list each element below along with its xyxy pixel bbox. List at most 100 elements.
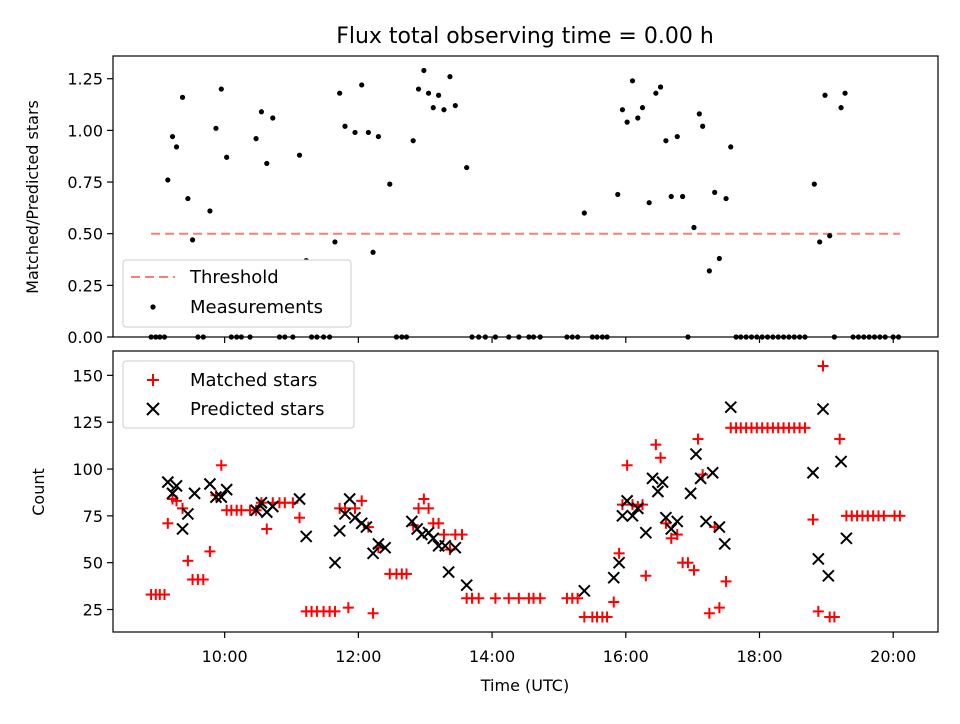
predicted-star-point	[439, 539, 452, 553]
matched-star-point	[650, 439, 662, 451]
matched-star-point	[197, 574, 209, 586]
matched-star-point	[812, 605, 824, 617]
matched-star-point	[626, 499, 638, 511]
count-y-tick-label: 150	[72, 366, 103, 385]
predicted-star-point	[161, 475, 175, 489]
measurement-point	[352, 129, 358, 136]
matched-star-point	[613, 547, 625, 559]
measurement-point	[604, 334, 610, 340]
predicted-star-point	[442, 565, 455, 579]
predicted-star-point	[300, 530, 313, 543]
measurement-point	[337, 90, 343, 96]
measurement-point	[680, 193, 686, 200]
matched-star-point	[413, 502, 425, 514]
predicted-star-point	[689, 447, 703, 461]
measurement-point	[218, 86, 224, 92]
legend-matched-label: Matched stars	[190, 370, 317, 391]
measurement-point	[482, 334, 488, 340]
matched-star-point	[621, 459, 633, 471]
chart-title: Flux total observing time = 0.00 h	[336, 24, 714, 49]
matched-star-point	[204, 545, 216, 557]
predicted-star-point	[360, 520, 373, 534]
matched-star-point	[356, 495, 368, 507]
measurement-point	[526, 334, 532, 340]
measurement-point	[831, 334, 837, 340]
predicted-star-point	[699, 515, 713, 528]
predicted-star-point	[460, 578, 473, 592]
measurement-point	[253, 136, 259, 142]
measurement-point	[506, 334, 512, 340]
predicted-star-point	[718, 537, 731, 551]
matched-star-point	[632, 500, 644, 512]
matched-star-point	[572, 592, 584, 604]
predicted-stars-points	[161, 400, 853, 597]
matched-star-point	[473, 592, 485, 604]
count-x-axis-ticks: 10:00 12:00 14:00 16:00 18:00 20:00	[202, 632, 916, 666]
measurement-point	[842, 90, 848, 96]
measurement-point	[599, 334, 605, 340]
measurement-point	[464, 164, 470, 171]
predicted-star-point	[626, 509, 639, 523]
time-x-tick-label: 14:00	[469, 647, 515, 666]
matched-star-point	[601, 611, 613, 623]
measurement-point	[759, 334, 765, 340]
ratio-y-tick-label: 0.25	[67, 276, 103, 295]
count-y-axis-label: Count	[29, 468, 48, 516]
legend-threshold-label: Threshold	[189, 267, 279, 288]
matched-star-point	[817, 360, 829, 372]
predicted-star-point	[806, 466, 820, 479]
predicted-star-point	[405, 515, 419, 528]
measurement-point	[691, 224, 697, 231]
matched-star-point	[688, 564, 700, 576]
measurement-point	[403, 334, 410, 340]
measurement-point	[786, 334, 792, 340]
predicted-star-point	[328, 556, 342, 569]
measurement-point	[207, 208, 213, 214]
matched-star-point	[456, 529, 468, 541]
predicted-star-point	[578, 584, 591, 597]
predicted-star-point	[607, 571, 620, 584]
measurement-point	[728, 144, 734, 150]
ratio-y-tick-label: 0.00	[67, 328, 103, 347]
ratio-plot-area	[112, 55, 939, 338]
measurement-point	[296, 152, 303, 158]
measurement-point	[674, 133, 680, 140]
predicted-star-point	[631, 502, 645, 515]
count-legend-box	[122, 360, 355, 429]
predicted-star-point	[209, 490, 223, 504]
matched-star-point	[182, 555, 194, 567]
measurement-point	[185, 195, 191, 202]
count-y-tick-label: 25	[83, 601, 103, 620]
ratio-y-tick-label: 0.75	[67, 173, 103, 192]
matched-star-point	[438, 529, 450, 541]
predicted-star-point	[366, 547, 380, 560]
predicted-star-point	[620, 494, 634, 508]
time-x-tick-label: 16:00	[603, 647, 649, 666]
measurement-point	[706, 268, 712, 274]
matched-star-point	[720, 575, 732, 587]
measurement-point	[877, 334, 883, 340]
measurement-point	[575, 334, 581, 340]
count-y-tick-label: 125	[72, 413, 103, 432]
predicted-star-point	[255, 496, 268, 509]
measurement-point	[365, 129, 371, 136]
measurement-point	[179, 94, 186, 100]
measurement-point	[530, 334, 537, 340]
measurement-point	[624, 119, 630, 125]
predicted-star-point	[166, 487, 179, 500]
measurement-point	[657, 84, 664, 90]
legend-predicted-label: Predicted stars	[190, 399, 324, 420]
matched-star-point	[158, 589, 170, 601]
measurement-point	[165, 177, 171, 183]
measurement-point	[425, 90, 432, 96]
measurement-point	[264, 160, 270, 167]
measurement-point	[791, 334, 797, 340]
matched-star-point	[433, 517, 445, 529]
predicted-star-point	[612, 556, 626, 569]
measurement-point	[270, 115, 276, 121]
measurement-point	[332, 239, 338, 245]
predicted-star-point	[249, 504, 263, 517]
measurement-point	[802, 334, 808, 340]
measurement-point	[581, 210, 587, 216]
